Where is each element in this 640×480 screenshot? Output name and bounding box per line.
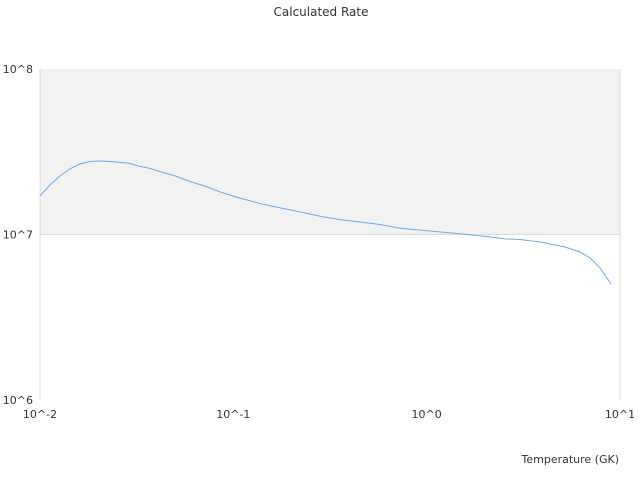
x-tick-label: 10^1: [605, 408, 635, 421]
y-tick-label: 10^7: [3, 229, 33, 242]
shaded-band: [40, 69, 620, 235]
x-tick-label: 10^-2: [23, 408, 57, 421]
y-tick-label: 10^8: [3, 63, 33, 76]
x-axis-label: Temperature (GK): [521, 453, 620, 466]
axes: [39, 69, 621, 400]
x-tick-label: 10^0: [412, 408, 442, 421]
y-tick-label: 10^6: [3, 394, 33, 407]
tick-labels: 10^-2 10^-1 10^0 10^1 10^6 10^7 10^8: [3, 63, 635, 421]
chart-title: Calculated Rate: [274, 5, 369, 19]
series-line: [39, 160, 612, 285]
x-tick-label: 10^-1: [216, 408, 250, 421]
